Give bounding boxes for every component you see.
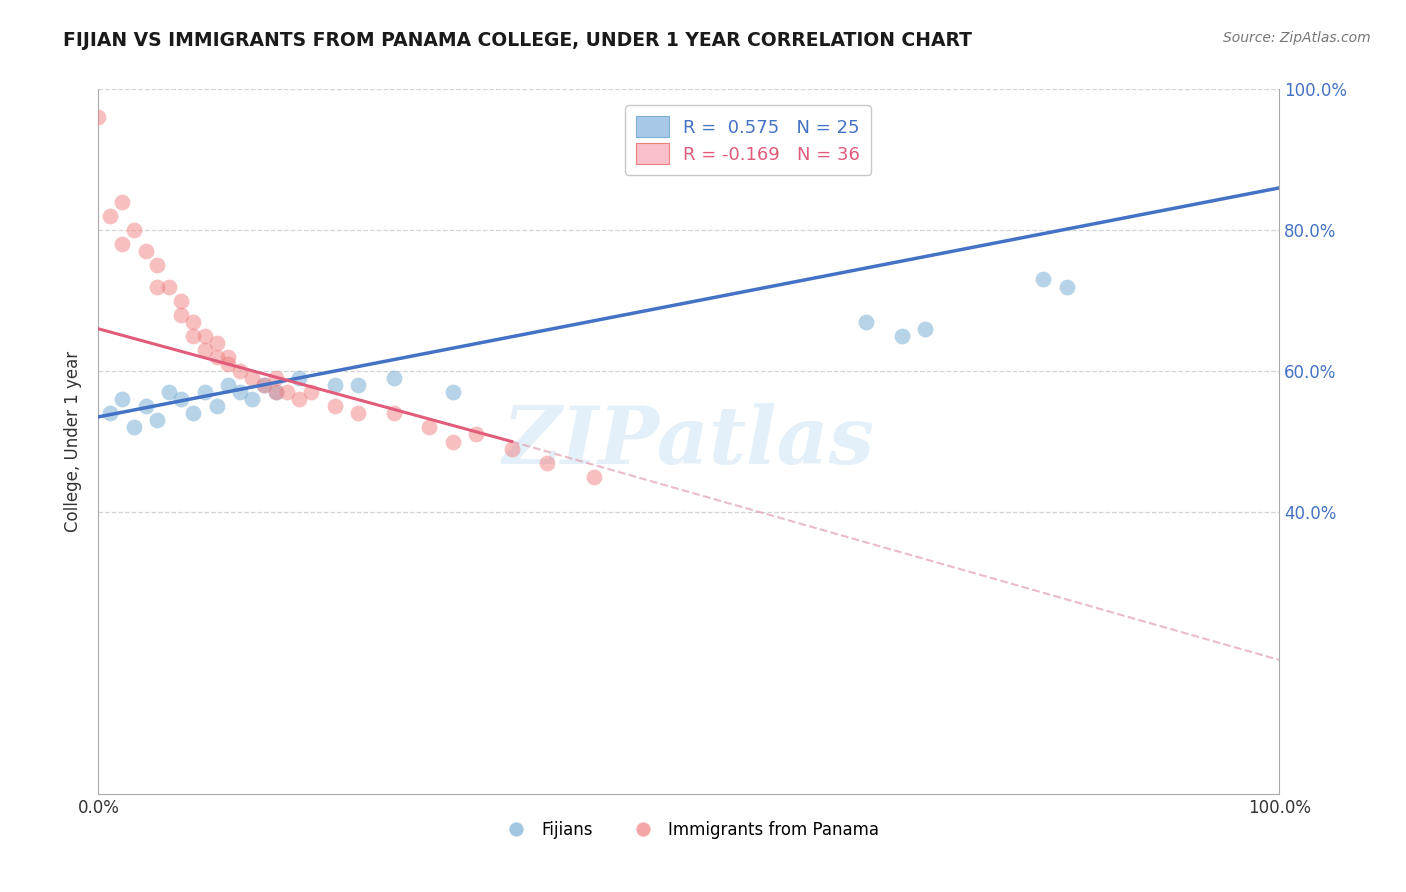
Point <box>217 350 239 364</box>
Point <box>288 392 311 407</box>
Point <box>146 279 169 293</box>
Point <box>217 378 239 392</box>
Text: FIJIAN VS IMMIGRANTS FROM PANAMA COLLEGE, UNDER 1 YEAR CORRELATION CHART: FIJIAN VS IMMIGRANTS FROM PANAMA COLLEGE… <box>63 31 973 50</box>
Point <box>855 315 877 329</box>
Point <box>914 322 936 336</box>
Point <box>299 385 322 400</box>
Point <box>194 328 217 343</box>
Point <box>205 399 228 413</box>
Point <box>418 420 440 434</box>
Point <box>583 469 606 483</box>
Point <box>135 399 157 413</box>
Point <box>181 406 204 420</box>
Point <box>146 413 169 427</box>
Point <box>264 371 287 385</box>
Point <box>441 385 464 400</box>
Point <box>194 385 217 400</box>
Point <box>122 223 145 237</box>
Point <box>536 456 558 470</box>
Point <box>264 385 287 400</box>
Point <box>347 378 370 392</box>
Point <box>122 420 145 434</box>
Point <box>240 371 263 385</box>
Point <box>253 378 276 392</box>
Point <box>347 406 370 420</box>
Legend: Fijians, Immigrants from Panama: Fijians, Immigrants from Panama <box>492 814 886 846</box>
Point <box>229 385 252 400</box>
Point <box>382 371 405 385</box>
Point <box>205 350 228 364</box>
Y-axis label: College, Under 1 year: College, Under 1 year <box>65 351 83 533</box>
Point <box>111 194 134 209</box>
Point <box>170 293 193 308</box>
Point <box>181 328 204 343</box>
Text: Source: ZipAtlas.com: Source: ZipAtlas.com <box>1223 31 1371 45</box>
Point <box>288 371 311 385</box>
Point <box>441 434 464 449</box>
Point <box>157 385 180 400</box>
Point <box>323 378 346 392</box>
Point <box>276 385 298 400</box>
Point <box>111 237 134 252</box>
Point <box>501 442 523 456</box>
Point <box>205 335 228 350</box>
Point <box>253 378 276 392</box>
Point <box>264 385 287 400</box>
Point <box>98 209 121 223</box>
Point <box>229 364 252 378</box>
Point <box>157 279 180 293</box>
Point <box>111 392 134 407</box>
Point <box>98 406 121 420</box>
Point <box>323 399 346 413</box>
Point <box>890 328 912 343</box>
Point <box>1032 272 1054 286</box>
Point <box>170 308 193 322</box>
Point <box>146 259 169 273</box>
Text: ZIPatlas: ZIPatlas <box>503 403 875 480</box>
Point <box>170 392 193 407</box>
Point <box>135 244 157 259</box>
Point <box>194 343 217 357</box>
Point <box>240 392 263 407</box>
Point <box>217 357 239 371</box>
Point <box>465 427 488 442</box>
Point <box>87 111 110 125</box>
Point <box>1056 279 1078 293</box>
Point <box>382 406 405 420</box>
Point <box>181 315 204 329</box>
